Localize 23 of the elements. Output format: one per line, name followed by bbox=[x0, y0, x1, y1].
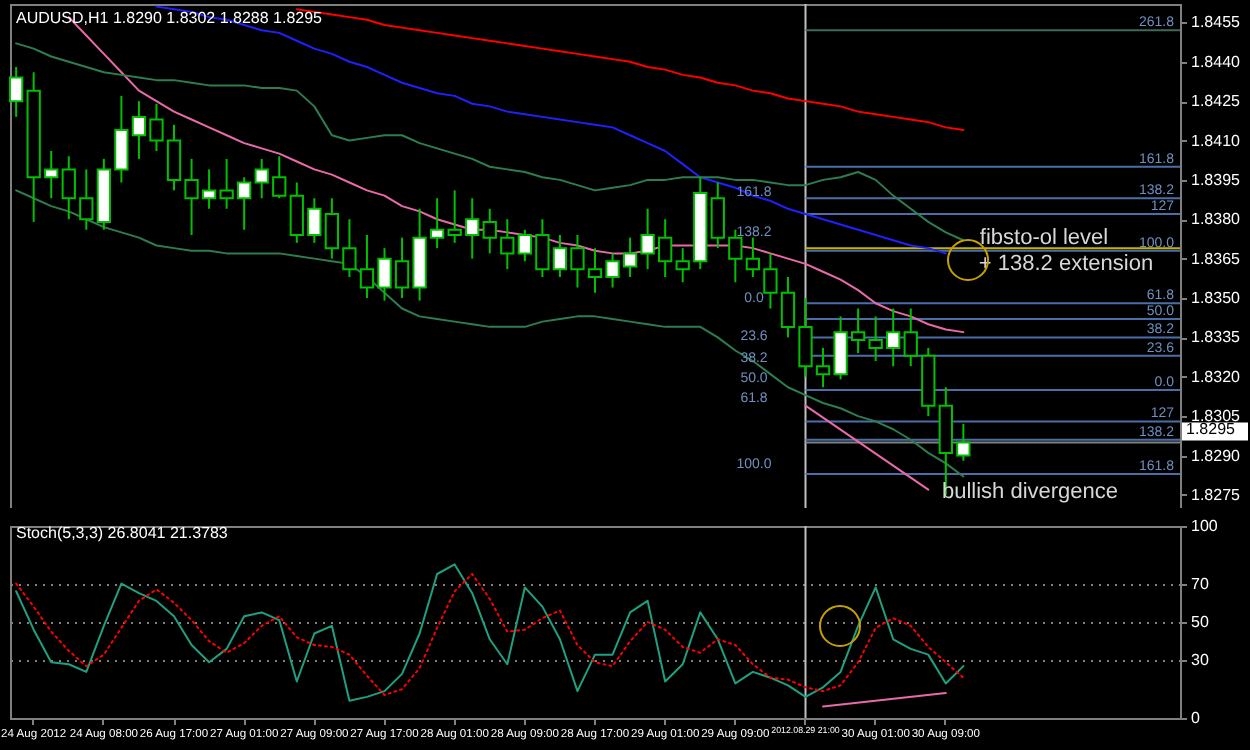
y-tick-label: 1.8320 bbox=[1191, 367, 1242, 386]
y-tick-label: 1.8425 bbox=[1191, 92, 1242, 111]
chart-title: Stoch(5,3,3) 26.8041 21.3783 bbox=[16, 524, 229, 542]
y-tick-label: 1.8275 bbox=[1191, 485, 1242, 504]
y-tick-label: 0 bbox=[1191, 709, 1201, 727]
y-tick-label: 1.8440 bbox=[1191, 52, 1242, 71]
y-tick-label: 1.8410 bbox=[1191, 131, 1242, 150]
ref-line-label: 1.8295 bbox=[1186, 420, 1237, 439]
y-tick-label: 1.8380 bbox=[1191, 210, 1242, 229]
chart-title: AUDUSD,H1 1.8290 1.8302 1.8288 1.8295 bbox=[16, 9, 324, 27]
y-tick-label: 1.8305 bbox=[1191, 407, 1242, 426]
annotation: fibsto-ol level bbox=[979, 226, 1109, 250]
y-tick-label: 50 bbox=[1191, 613, 1210, 631]
y-tick-label: 1.8335 bbox=[1191, 328, 1242, 347]
annotation: bullish divergence bbox=[941, 480, 1119, 504]
y-tick-label: 1.8365 bbox=[1191, 249, 1242, 268]
y-tick-label: 30 bbox=[1191, 651, 1210, 670]
y-tick-label: 1.8290 bbox=[1191, 446, 1242, 465]
y-tick-label: 1.8395 bbox=[1191, 170, 1242, 189]
y-tick-label: 1.8455 bbox=[1191, 13, 1242, 32]
y-tick-label: 1.8350 bbox=[1191, 289, 1242, 307]
y-tick-label: 70 bbox=[1191, 574, 1210, 593]
y-tick-label: 100 bbox=[1191, 517, 1219, 535]
